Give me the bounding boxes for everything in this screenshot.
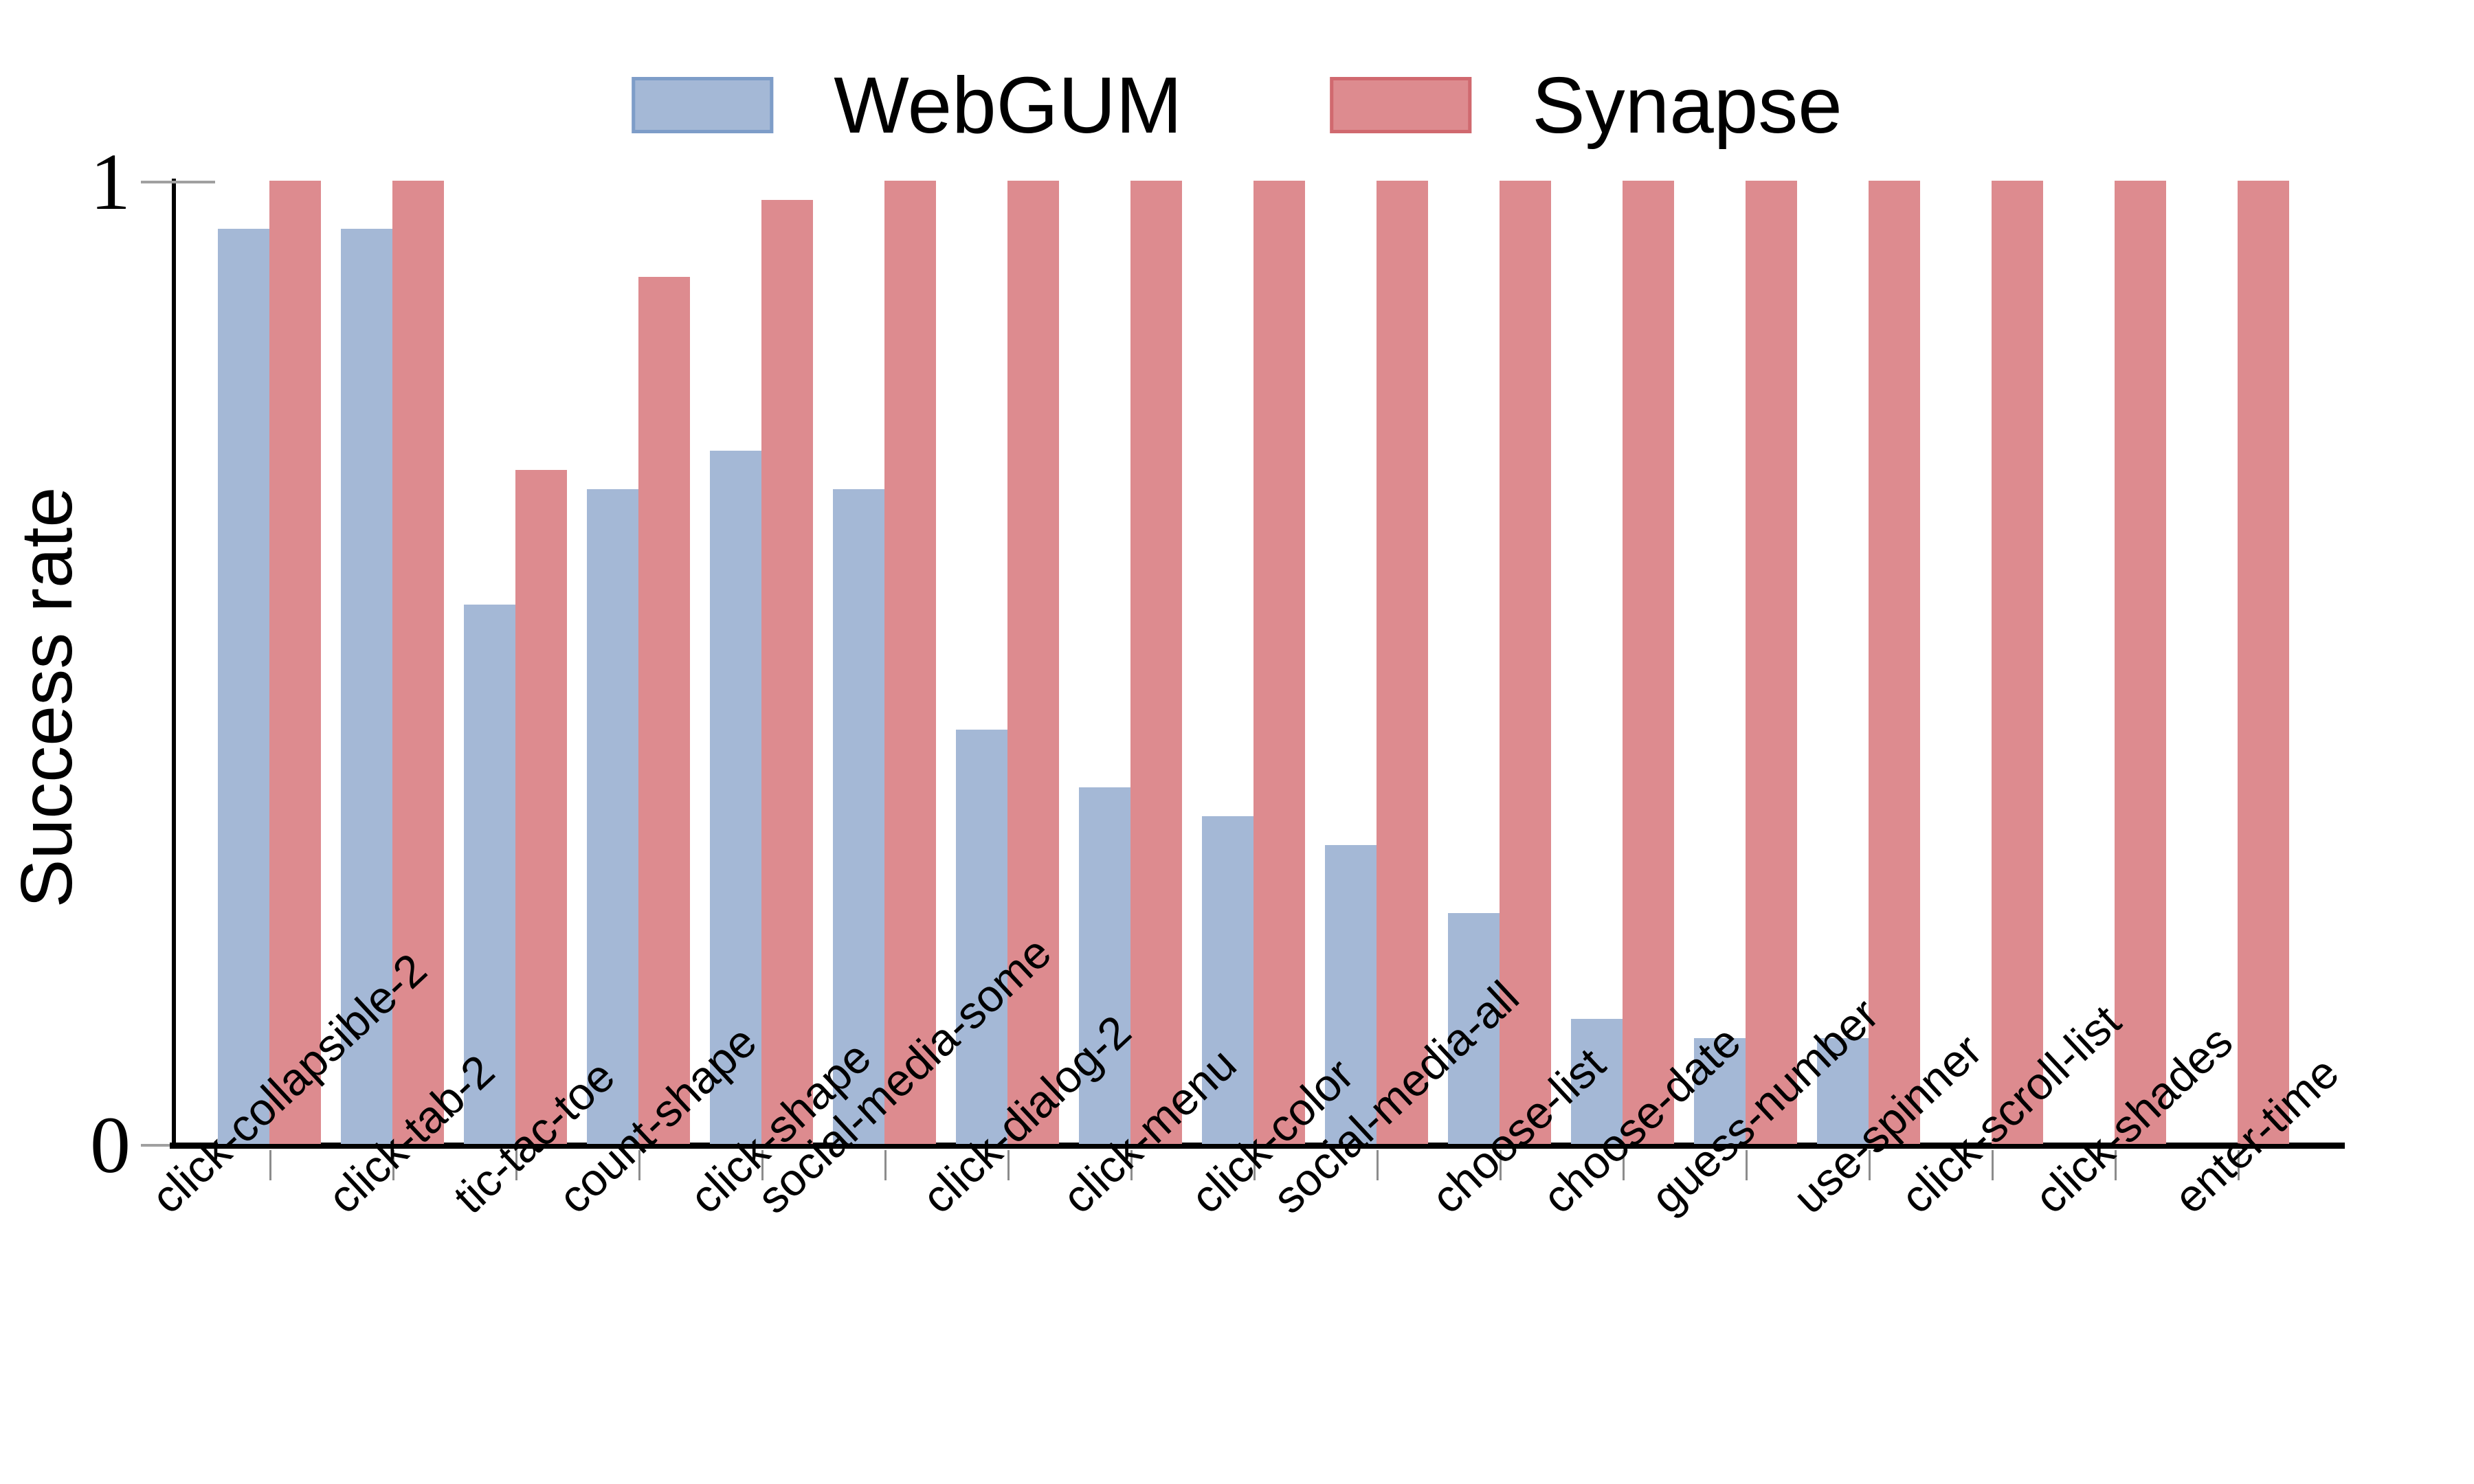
legend: WebGUM Synapse	[632, 65, 1842, 145]
bar-synapse-guess-number	[1746, 181, 1797, 1144]
bar-synapse-click-shades	[2115, 181, 2166, 1144]
x-tick-choose-date	[1623, 1150, 1625, 1180]
bar-synapse-social-media-some	[884, 181, 936, 1144]
bar-webgum-click-menu	[1079, 787, 1130, 1144]
bar-synapse-tic-tac-toe	[515, 470, 567, 1144]
x-tick-click-scroll-list	[1992, 1150, 1994, 1180]
x-axis-spine	[170, 1143, 2345, 1149]
bar-webgum-click-color	[1202, 816, 1253, 1144]
y-tick-1	[141, 181, 215, 183]
y-tick-0	[141, 1144, 172, 1147]
bar-synapse-social-media-all	[1377, 181, 1428, 1144]
x-tick-social-media-some	[884, 1150, 887, 1180]
bar-webgum-use-spinner	[1817, 1038, 1869, 1144]
bar-synapse-click-tab-2	[392, 181, 444, 1144]
x-tick-click-shape	[761, 1150, 764, 1180]
x-tick-click-menu	[1130, 1150, 1133, 1180]
bar-synapse-click-color	[1253, 181, 1305, 1144]
bar-webgum-click-tab-2	[341, 229, 392, 1144]
bar-webgum-click-dialog-2	[956, 730, 1007, 1144]
bar-webgum-choose-date	[1571, 1019, 1623, 1144]
bar-synapse-use-spinner	[1869, 181, 1920, 1144]
x-tick-choose-list	[1500, 1150, 1502, 1180]
x-tick-guess-number	[1746, 1150, 1748, 1180]
x-tick-click-dialog-2	[1007, 1150, 1010, 1180]
bar-synapse-click-scroll-list	[1992, 181, 2043, 1144]
x-tick-enter-time	[2238, 1150, 2240, 1180]
y-tick-label-0: 0	[90, 1100, 131, 1190]
legend-label-synapse: Synapse	[1532, 60, 1842, 150]
x-tick-tic-tac-toe	[515, 1150, 517, 1180]
legend-swatch-webgum	[632, 77, 774, 133]
bar-webgum-choose-list	[1448, 913, 1500, 1144]
x-tick-click-collapsible-2	[269, 1150, 271, 1180]
x-tick-label-social-media-some: social-media-some	[747, 926, 1061, 1224]
bar-synapse-click-collapsible-2	[269, 181, 321, 1144]
bar-webgum-count-shape	[587, 489, 638, 1144]
bar-webgum-social-media-all	[1325, 845, 1377, 1144]
y-axis-spine	[172, 179, 176, 1148]
x-tick-count-shape	[638, 1150, 640, 1180]
x-tick-click-shades	[2115, 1150, 2117, 1180]
legend-label-webgum: WebGUM	[834, 60, 1183, 150]
bar-webgum-click-collapsible-2	[218, 229, 269, 1144]
bar-webgum-social-media-some	[833, 489, 884, 1144]
bar-synapse-choose-list	[1500, 181, 1551, 1144]
bar-webgum-guess-number	[1694, 1038, 1746, 1144]
bar-synapse-count-shape	[638, 277, 690, 1144]
legend-swatch-synapse	[1330, 77, 1472, 133]
bar-synapse-choose-date	[1623, 181, 1674, 1144]
bar-webgum-tic-tac-toe	[464, 605, 515, 1144]
bar-synapse-click-dialog-2	[1007, 181, 1059, 1144]
x-tick-use-spinner	[1869, 1150, 1871, 1180]
x-tick-click-tab-2	[392, 1150, 394, 1180]
x-tick-social-media-all	[1377, 1150, 1379, 1180]
y-tick-label-1: 1	[90, 137, 131, 227]
legend-item-synapse: Synapse	[1330, 65, 1842, 145]
bar-synapse-click-menu	[1130, 181, 1182, 1144]
bar-synapse-enter-time	[2238, 181, 2289, 1144]
legend-item-webgum: WebGUM	[632, 65, 1182, 145]
x-tick-click-color	[1253, 1150, 1256, 1180]
bar-webgum-click-shape	[710, 451, 761, 1144]
bar-synapse-click-shape	[761, 200, 813, 1144]
